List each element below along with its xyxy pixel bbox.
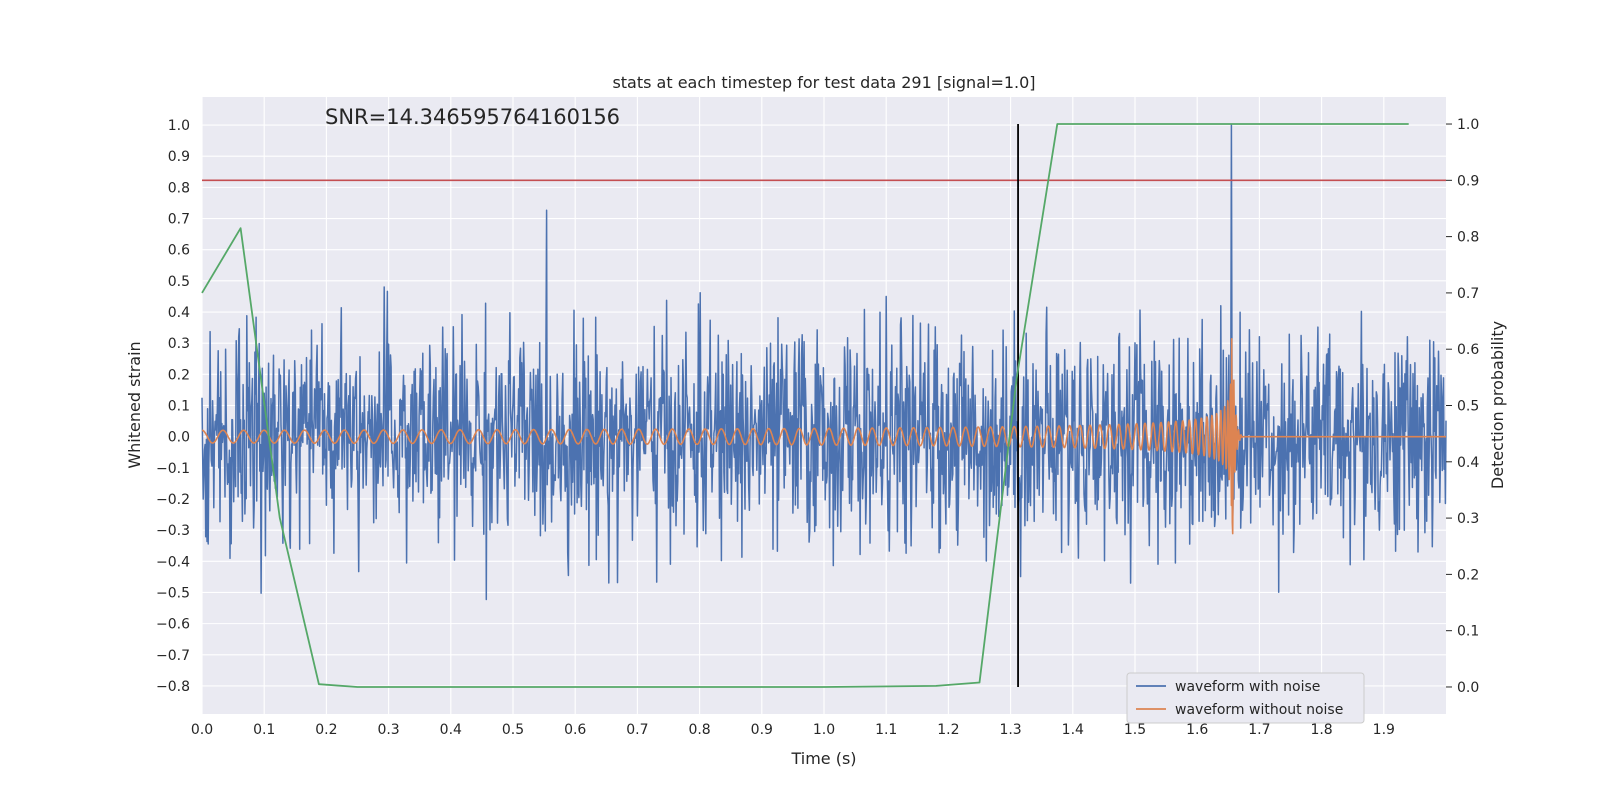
- y-tick-label: −0.8: [156, 679, 190, 695]
- x-tick-label: 0.0: [191, 722, 213, 738]
- legend-label-waveform-without-noise: waveform without noise: [1175, 702, 1343, 718]
- y2-tick-label: 0.3: [1457, 511, 1479, 527]
- x-tick-label: 1.2: [937, 722, 959, 738]
- y-tick-label: 0.1: [168, 399, 190, 415]
- y-tick-label: 0.3: [168, 336, 190, 352]
- y-axis-label: Whitened strain: [125, 341, 144, 468]
- x-tick-label: 0.5: [502, 722, 524, 738]
- series-line-waveform-without-noise: [201, 337, 1447, 535]
- y-tick-label: 0.5: [168, 274, 190, 290]
- legend: waveform with noise waveform without noi…: [1126, 672, 1365, 724]
- x-tick-label: 1.0: [813, 722, 835, 738]
- x-tick-label: 0.9: [751, 722, 773, 738]
- y-axis-ticks: 1.0 0.9 0.8 0.7 0.6 0.5 0.4 0.3 0.2 0.1 0.0 −0.1 −0.…: [156, 118, 190, 695]
- y-tick-label: 0.7: [168, 212, 190, 228]
- x-axis-ticks: 0.0 0.1 0.2 0.3 0.4 0.5 0.6 0.7 0.8 0.9 1.0 1.1 1.2 1…: [191, 722, 1395, 738]
- y-tick-label: −0.1: [156, 461, 190, 477]
- y-tick-label: −0.6: [156, 617, 190, 633]
- x-tick-label: 1.9: [1373, 722, 1395, 738]
- x-tick-label: 0.1: [253, 722, 275, 738]
- snr-annotation: SNR=14.346595764160156: [325, 105, 620, 129]
- x-tick-label: 1.1: [875, 722, 897, 738]
- y2-tick-label: 0.8: [1457, 230, 1479, 246]
- y2-tick-label: 0.0: [1457, 680, 1479, 696]
- series-line-detection-probability: [201, 123, 1409, 688]
- y-tick-label: 0.8: [168, 180, 190, 196]
- overlay-layer: [201, 123, 1446, 688]
- y2-axis-label: Detection probability: [1488, 321, 1507, 489]
- y-tick-label: −0.2: [156, 492, 190, 508]
- y2-tick-label: 0.9: [1457, 173, 1479, 189]
- x-tick-label: 0.6: [564, 722, 586, 738]
- chart-title: stats at each timestep for test data 291…: [612, 73, 1035, 92]
- y-tick-label: −0.5: [156, 585, 190, 601]
- x-tick-label: 0.8: [688, 722, 710, 738]
- x-tick-label: 0.3: [377, 722, 399, 738]
- y-tick-label: 0.2: [168, 367, 190, 383]
- legend-box: [1126, 672, 1365, 724]
- series-line-waveform-with-noise: [201, 124, 1447, 601]
- y2-tick-label: 0.4: [1457, 455, 1479, 471]
- y-tick-label: 0.9: [168, 149, 190, 165]
- series-layer: [201, 124, 1447, 601]
- y2-tick-label: 0.6: [1457, 342, 1479, 358]
- x-tick-label: 1.6: [1186, 722, 1208, 738]
- y-tick-label: 0.0: [168, 430, 190, 446]
- legend-label-waveform-with-noise: waveform with noise: [1175, 679, 1320, 695]
- x-axis-label: Time (s): [790, 749, 856, 768]
- y2-tick-label: 0.2: [1457, 567, 1479, 583]
- x-tick-label: 0.2: [315, 722, 337, 738]
- x-tick-label: 1.8: [1310, 722, 1332, 738]
- x-tick-label: 1.5: [1124, 722, 1146, 738]
- y-tick-label: 1.0: [168, 118, 190, 134]
- y2-tick-label: 0.7: [1457, 286, 1479, 302]
- y-tick-label: −0.7: [156, 648, 190, 664]
- x-tick-label: 1.7: [1248, 722, 1270, 738]
- y2-axis-ticks: 1.0 0.9 0.8 0.7 0.6 0.5 0.4 0.3 0.2 0.1 0.0: [1446, 117, 1479, 696]
- y-tick-label: −0.4: [156, 554, 190, 570]
- x-tick-label: 0.4: [440, 722, 462, 738]
- y-tick-label: 0.4: [168, 305, 190, 321]
- x-tick-label: 1.4: [1062, 722, 1084, 738]
- y2-tick-label: 0.1: [1457, 624, 1479, 640]
- x-tick-label: 0.7: [626, 722, 648, 738]
- y2-tick-label: 0.5: [1457, 399, 1479, 415]
- y-tick-label: −0.3: [156, 523, 190, 539]
- x-tick-label: 1.3: [999, 722, 1021, 738]
- y2-tick-label: 1.0: [1457, 117, 1479, 133]
- y-tick-label: 0.6: [168, 243, 190, 259]
